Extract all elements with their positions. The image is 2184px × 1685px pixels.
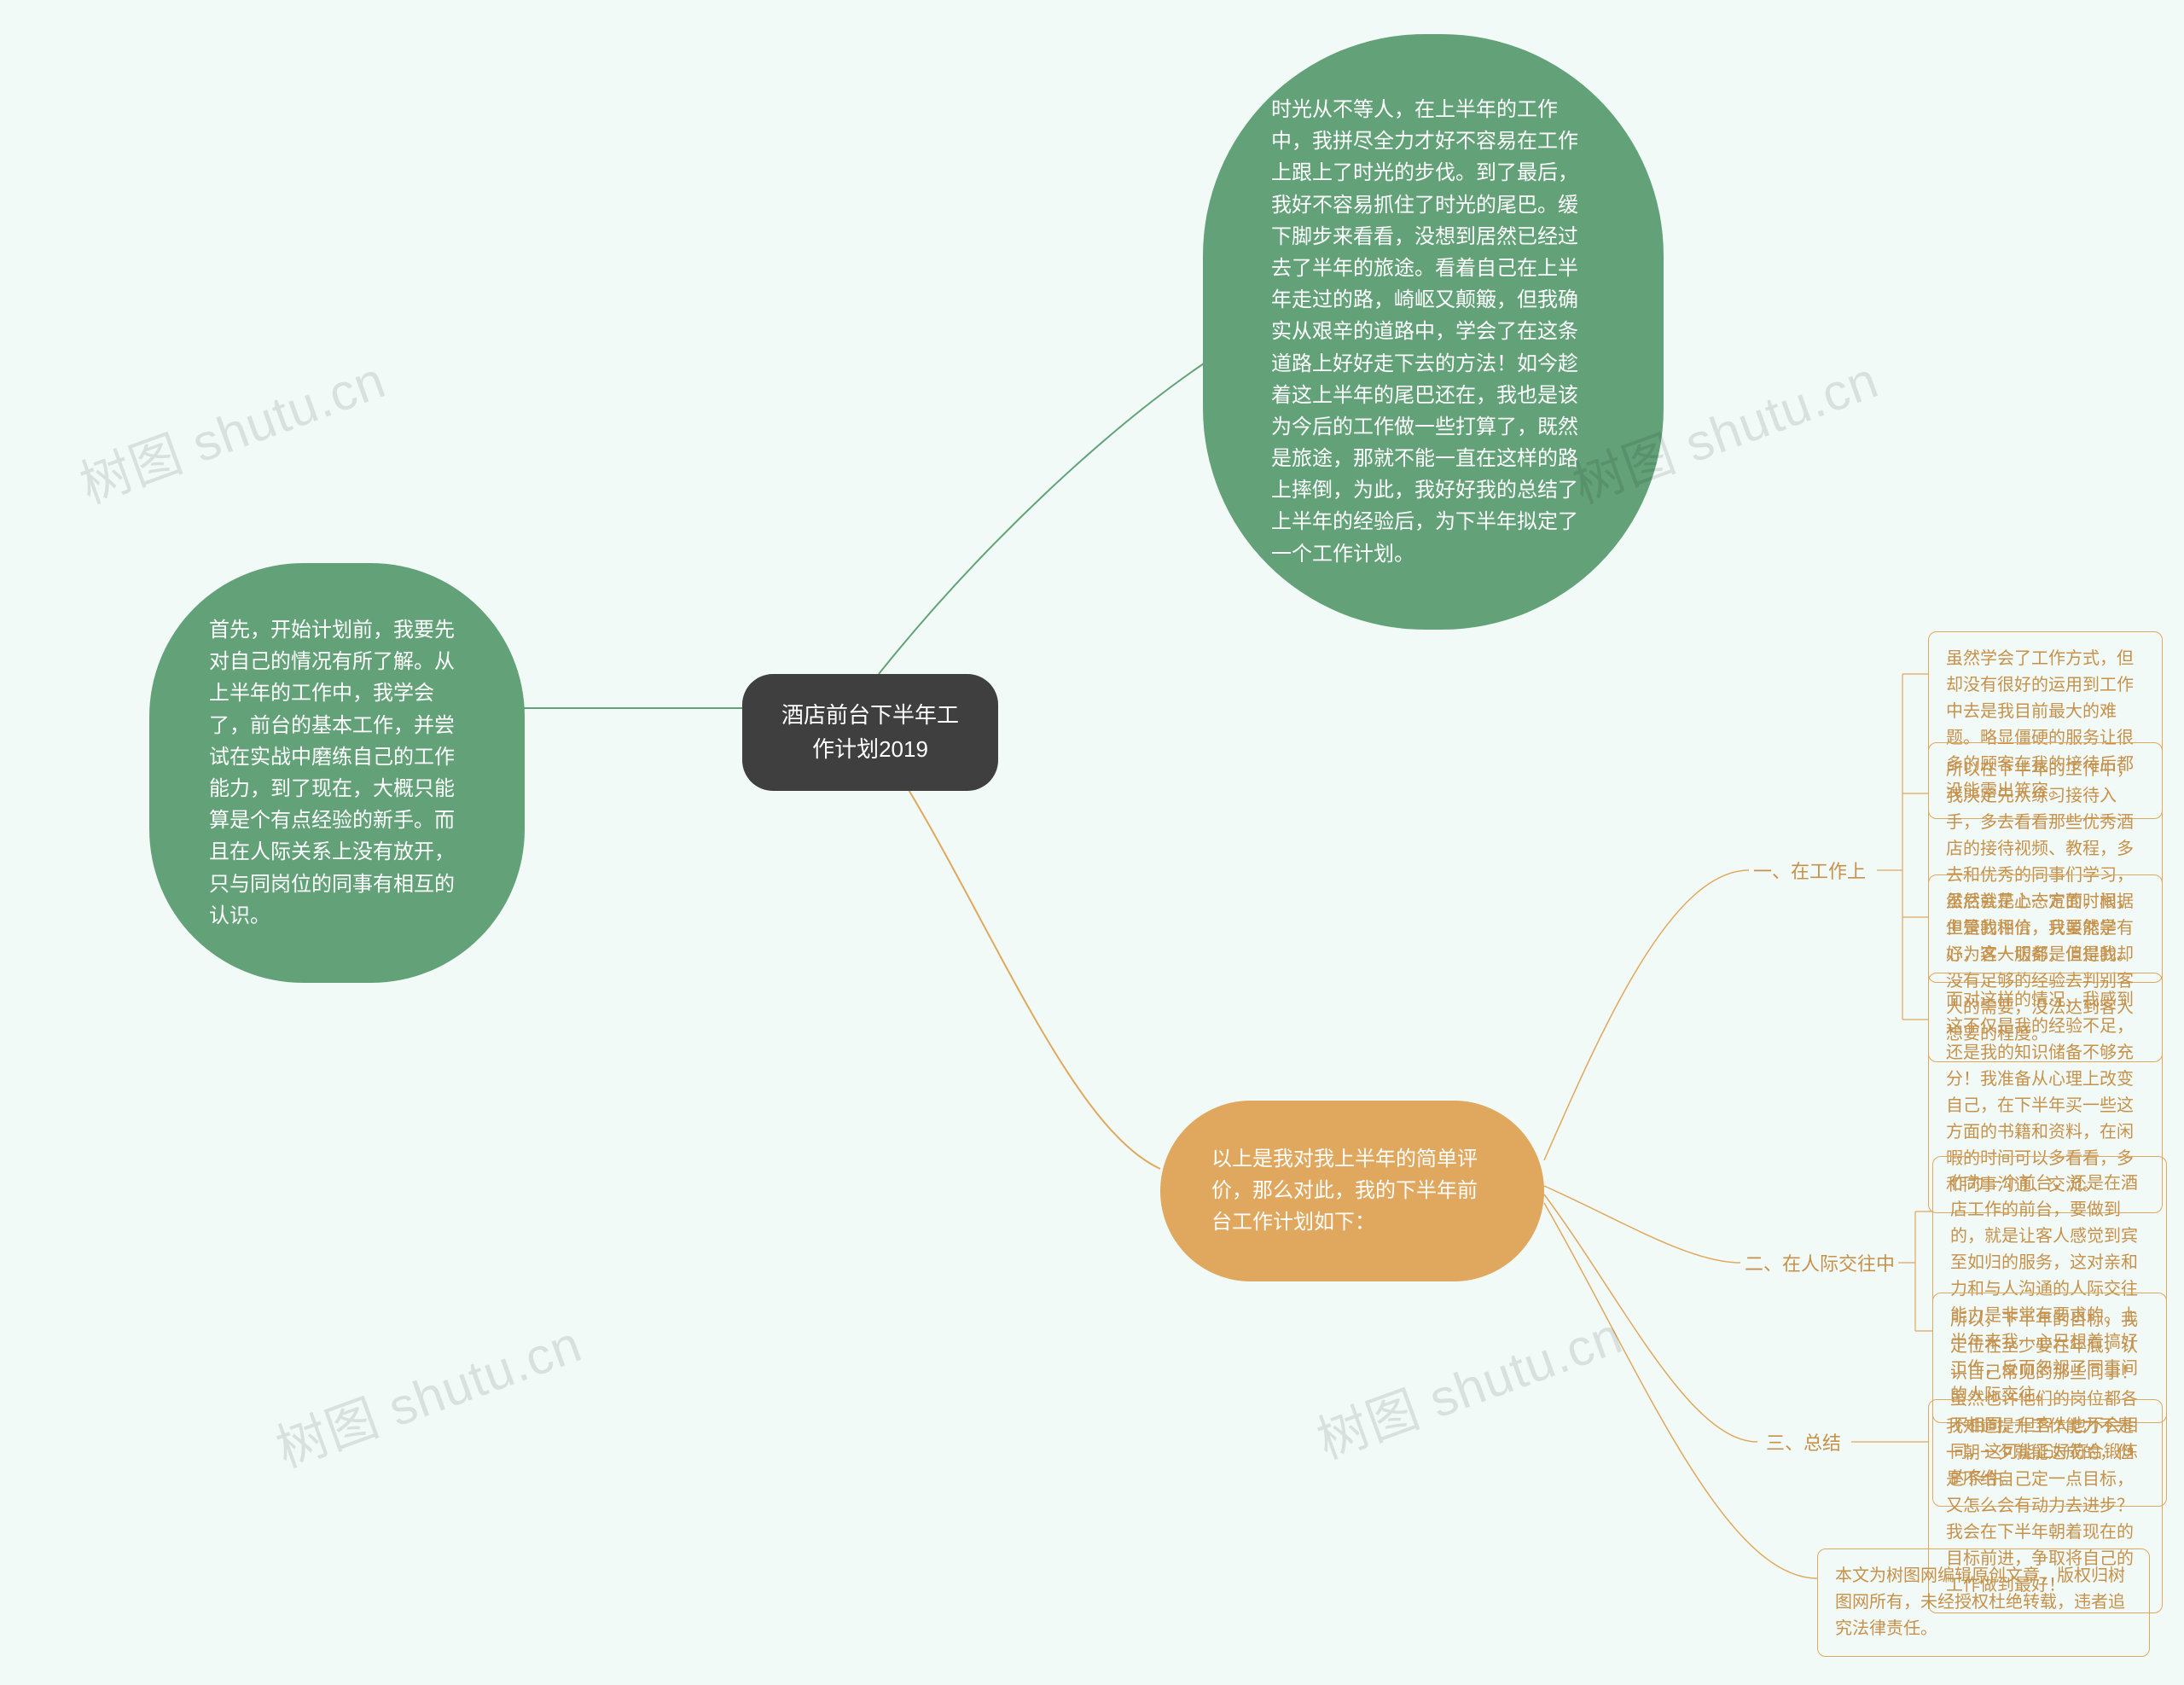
root-text: 酒店前台下半年工作计划2019 [781, 702, 959, 762]
intro-node[interactable]: 首先，开始计划前，我要先对自己的情况有所了解。从上半年的工作中，我学会了，前台的… [149, 563, 525, 983]
footer-note[interactable]: 本文为树图网编辑原创文章，版权归树图网所有，未经授权杜绝转载，违者追究法律责任。 [1817, 1548, 2150, 1657]
section1-label[interactable]: 一、在工作上 [1753, 857, 1866, 886]
watermark: 树图 shutu.cn [264, 1303, 590, 1482]
plan-intro-text: 以上是我对我上半年的简单评价，那么对此，我的下半年前台工作计划如下： [1211, 1148, 1478, 1234]
section2-label[interactable]: 二、在人际交往中 [1745, 1250, 1895, 1279]
intro-text: 首先，开始计划前，我要先对自己的情况有所了解。从上半年的工作中，我学会了，前台的… [209, 619, 455, 927]
preamble-node[interactable]: 时光从不等人，在上半年的工作中，我拼尽全力才好不容易在工作上跟上了时光的步伐。到… [1203, 34, 1664, 630]
preamble-text: 时光从不等人，在上半年的工作中，我拼尽全力才好不容易在工作上跟上了时光的步伐。到… [1271, 98, 1578, 566]
section3-label[interactable]: 三、总结 [1766, 1429, 1841, 1458]
plan-intro-node[interactable]: 以上是我对我上半年的简单评价，那么对此，我的下半年前台工作计划如下： [1160, 1101, 1544, 1281]
watermark: 树图 shutu.cn [68, 339, 394, 518]
root-node[interactable]: 酒店前台下半年工作计划2019 [742, 674, 998, 791]
watermark: 树图 shutu.cn [1305, 1294, 1631, 1473]
